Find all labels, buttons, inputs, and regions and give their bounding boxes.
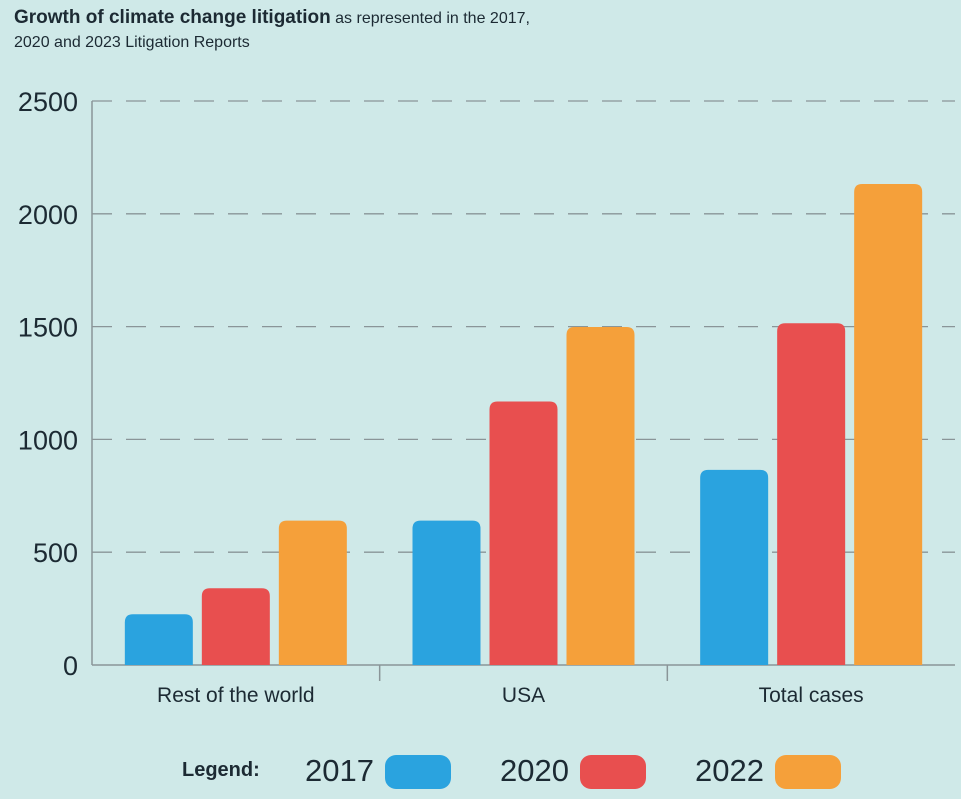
bar-rest-of-the-world-2022	[278, 520, 347, 665]
bar-usa-2022	[566, 327, 635, 665]
y-tick-label-1000: 1000	[18, 425, 78, 455]
bar-total-cases-2017	[700, 469, 769, 665]
chart-title: Growth of climate change litigation as r…	[14, 6, 914, 55]
legend-year-2017: 2017	[305, 753, 374, 788]
y-tick-label-0: 0	[63, 651, 78, 681]
legend-swatch-2022	[775, 755, 841, 789]
bar-chart: 0 500 1000 1500 2000 2500 Rest of the world USA…	[18, 87, 955, 707]
legend: Legend: 2017 2020 2022	[0, 748, 961, 794]
bar-usa-2020	[489, 401, 558, 665]
bar-rest-of-the-world-2017	[124, 614, 193, 665]
chart-title-rest: as represented in the 2017,	[335, 10, 530, 27]
x-tick-label-rest-of-the-world: Rest of the world	[157, 684, 315, 707]
y-tick-label-1500: 1500	[18, 313, 78, 343]
y-tick-label-2000: 2000	[18, 200, 78, 230]
bar-total-cases-2022	[854, 184, 923, 665]
x-tick-label-total-cases: Total cases	[759, 684, 864, 707]
x-tick-label-usa: USA	[502, 684, 545, 707]
legend-label: Legend:	[182, 759, 260, 781]
chart-title-main: Growth of climate change litigation	[14, 7, 331, 28]
bar-rest-of-the-world-2020	[201, 588, 270, 665]
bar-total-cases-2020	[777, 323, 846, 665]
legend-year-2020: 2020	[500, 753, 569, 788]
y-tick-label-2500: 2500	[18, 87, 78, 117]
y-tick-label-500: 500	[33, 538, 78, 568]
legend-swatch-2017	[385, 755, 451, 789]
legend-year-2022: 2022	[695, 753, 764, 788]
chart-title-line2: 2020 and 2023 Litigation Reports	[14, 34, 250, 51]
bar-usa-2017	[412, 520, 481, 665]
legend-swatch-2020	[580, 755, 646, 789]
